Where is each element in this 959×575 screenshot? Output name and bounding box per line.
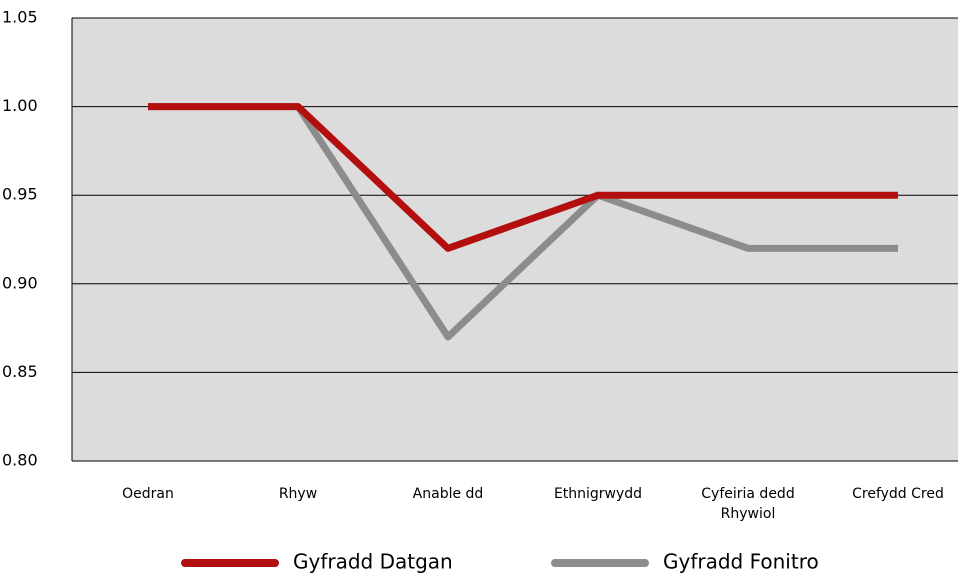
y-tick-label: 0.90 [2, 273, 38, 292]
y-tick-label: 1.05 [2, 8, 38, 27]
x-tick-label: Ethnigrwydd [553, 486, 643, 502]
y-tick-label: 1.00 [2, 96, 38, 115]
y-tick-label: 0.95 [2, 185, 38, 204]
x-tick-label: Oedran [122, 486, 174, 502]
x-tick-label: Crefydd Cred [852, 486, 944, 502]
x-tick-label: Cyfeiria dedd Rhywiol [701, 486, 795, 522]
y-tick-label: 0.85 [2, 362, 38, 381]
line-series [148, 103, 898, 252]
legend-label: Gyfradd Fonitro [663, 550, 819, 574]
y-tick-label: 0.80 [2, 451, 38, 470]
x-tick-label: Anable dd [412, 486, 484, 502]
x-tick-label: Rhyw [278, 486, 318, 502]
legend-label: Gyfradd Datgan [293, 550, 453, 574]
plot-area [72, 18, 958, 461]
